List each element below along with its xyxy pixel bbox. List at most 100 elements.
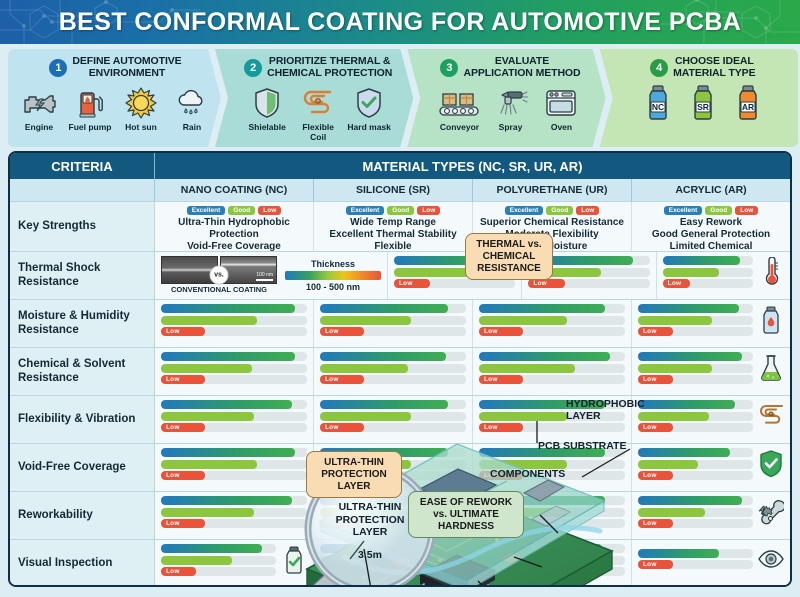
moisture-bottle-icon xyxy=(758,305,784,335)
bar-excellent xyxy=(479,544,625,553)
bar-good xyxy=(638,363,753,373)
bar-low-label: Low xyxy=(484,328,498,335)
bar-excellent xyxy=(161,400,307,409)
legend-pill-good: Good xyxy=(387,206,415,215)
bar-excellent xyxy=(161,304,307,313)
bar-good xyxy=(638,459,753,469)
legend-pill-excellent: Excellent xyxy=(186,206,226,215)
legend-pill-excellent: Excellent xyxy=(504,206,544,215)
cell-chemical-nc: Low xyxy=(155,348,314,395)
step-2-icon-hard-mask: Hard mask xyxy=(346,85,392,142)
bar-good xyxy=(320,555,466,565)
bar-good xyxy=(638,507,753,517)
step-1-icons: Engine Fuel pump xyxy=(16,85,215,132)
bar-excellent xyxy=(161,448,307,457)
step-4-choose-ideal-material-type[interactable]: 4 CHOOSE IDEAL MATERIAL TYPE NC xyxy=(599,49,798,147)
step-3-evaluate-application-method[interactable]: 3 EVALUATE APPLICATION METHOD xyxy=(407,49,605,147)
bar-excellent xyxy=(479,352,625,361)
rain-cloud-icon xyxy=(169,85,215,121)
process-steps: 1 DEFINE AUTOMOTIVE ENVIRONMENT Engine xyxy=(8,49,798,147)
rating-bars: Low xyxy=(320,352,466,384)
table-row: Visual Inspection Low xyxy=(10,539,790,585)
rating-bars: Low xyxy=(320,400,466,432)
bar-low: Low xyxy=(479,327,625,336)
step-1-define-automotive-environment[interactable]: 1 DEFINE AUTOMOTIVE ENVIRONMENT Engine xyxy=(8,49,221,147)
pcb-substrate-label: PCB SUBSTRATE xyxy=(538,440,627,452)
bar-good xyxy=(161,507,307,517)
bar-low: Low xyxy=(638,471,753,480)
page-title: BEST CONFORMAL COATING FOR AUTOMOTIVE PC… xyxy=(58,8,742,36)
cell-moisture-ar: Low xyxy=(632,300,790,347)
rating-bars: Low xyxy=(161,448,307,480)
bar-low-label: Low xyxy=(399,280,413,287)
step-3-icon-conveyor: Conveyor xyxy=(436,85,482,132)
legend-pill-excellent: Excellent xyxy=(663,206,703,215)
step-2-prioritize-thermal-chemical-protection[interactable]: 2 PRIORITIZE THERMAL & CHEMICAL PROTECTIO… xyxy=(215,49,413,147)
bar-low-label: Low xyxy=(533,280,547,287)
bar-low: Low xyxy=(638,327,753,336)
cell-moisture-sr: Low xyxy=(314,300,473,347)
rating-bars: Low xyxy=(638,400,753,432)
comparison-table: CRITERIA MATERIAL TYPES (NC, SR, UR, AR)… xyxy=(8,151,792,587)
rating-bars: Low xyxy=(662,256,753,288)
bar-good xyxy=(320,363,466,373)
legend-pill-good: Good xyxy=(705,206,733,215)
step-3-number: 3 xyxy=(440,59,458,77)
hot-sun-icon xyxy=(118,85,164,121)
step-2-icon-flexible-coil-label: Flexible Coil xyxy=(302,122,334,142)
table-row: Chemical & Solvent Resistance Low Low Lo… xyxy=(10,347,790,395)
bar-low-label: Low xyxy=(325,328,339,335)
rating-bars: Low xyxy=(320,304,466,336)
cell-reworkability-ar: Low xyxy=(632,492,790,539)
bar-excellent xyxy=(161,496,307,505)
legend-pills: Excellent Good Low xyxy=(638,206,784,215)
bar-good xyxy=(161,363,307,373)
table-row: Moisture & Humidity Resistance Low Low L… xyxy=(10,299,790,347)
criteria-flexibility-vibration: Flexibility & Vibration xyxy=(10,396,155,443)
coil-icon xyxy=(758,401,784,431)
rating-bars: Low xyxy=(638,352,753,384)
bar-low-label: Low xyxy=(325,376,339,383)
bar-good xyxy=(479,315,625,325)
rating-bars: Low xyxy=(161,352,307,384)
fuel-pump-icon xyxy=(67,85,113,121)
legend-pill-good: Good xyxy=(228,206,256,215)
rating-bars: Low xyxy=(479,352,625,384)
bar-low-label: Low xyxy=(166,424,180,431)
cell-moisture-ur: Low xyxy=(473,300,632,347)
bar-low: Low xyxy=(320,375,466,384)
shield-icon xyxy=(244,85,290,121)
eye-icon xyxy=(758,544,784,574)
bar-good xyxy=(662,267,753,277)
legend-pill-excellent: Excellent xyxy=(345,206,385,215)
cell-thermal-shock-ar: Low xyxy=(656,252,790,299)
rating-bars: Low xyxy=(161,304,307,336)
bar-good xyxy=(320,411,466,421)
bar-excellent xyxy=(320,544,466,553)
step-1-icon-engine: Engine xyxy=(16,85,62,132)
key-strengths-text-ar: Easy Rework Good General Protection Limite… xyxy=(651,217,771,253)
bar-low: Low xyxy=(161,423,307,432)
step-4-icon-sr: SR xyxy=(683,85,723,121)
bar-low-label: Low xyxy=(325,520,339,527)
step-3-title: EVALUATE APPLICATION METHOD xyxy=(463,55,581,79)
bar-low-label: Low xyxy=(484,424,498,431)
rating-bars: Low xyxy=(638,448,753,480)
legend-pill-low: Low xyxy=(417,206,441,215)
step-2-icon-shielable: Shielable xyxy=(244,85,290,142)
bottle-nc-icon: NC xyxy=(638,85,678,121)
table-header-spacer xyxy=(10,179,155,201)
bar-low: Low xyxy=(638,423,753,432)
step-3-icons: Conveyor Spray xyxy=(421,85,599,132)
column-header-acrylic: ACRYLIC (AR) xyxy=(675,184,747,196)
table-row: Thermal Shock Resistance 100 nm vs. xyxy=(10,251,790,299)
cell-thermal-shock-nc: 100 nm vs. CONVENTIONAL COATING Thicknes… xyxy=(155,252,388,299)
rating-bars: Low xyxy=(161,544,276,576)
bars-with-icon: Low xyxy=(638,400,784,432)
step-1-number: 1 xyxy=(49,59,67,77)
rating-bars: Low xyxy=(638,304,753,336)
bar-low-label: Low xyxy=(643,376,657,383)
criteria-chemical-solvent-resistance: Chemical & Solvent Resistance xyxy=(10,348,155,395)
cell-moisture-nc: Low xyxy=(155,300,314,347)
bar-good xyxy=(479,363,625,373)
